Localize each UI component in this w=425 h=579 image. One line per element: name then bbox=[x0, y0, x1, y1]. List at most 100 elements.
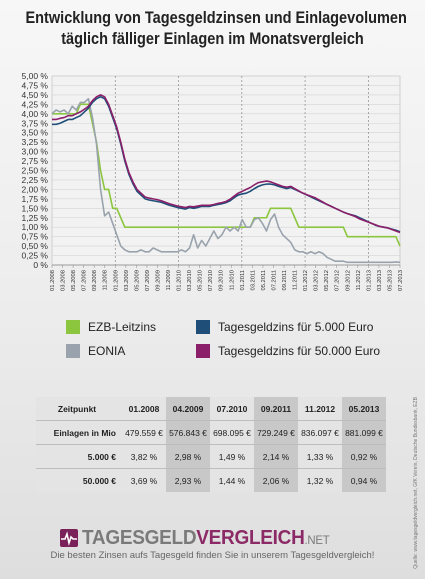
y-tick-label: 2,00 % bbox=[22, 184, 49, 194]
heartbeat-icon bbox=[60, 529, 78, 547]
legend-swatch-tagesgeld-50000 bbox=[196, 344, 210, 358]
x-tick-label: 05.2011 bbox=[261, 270, 267, 291]
table-column-header: 07.2010 bbox=[210, 397, 254, 421]
table-cell: 698.095 € bbox=[210, 420, 254, 445]
brand-logo[interactable]: TAGESGELDVERGLEICH.NET bbox=[60, 525, 360, 551]
y-tick-label: 4,50 % bbox=[22, 90, 49, 100]
brand-wordmark: TAGESGELDVERGLEICH.NET bbox=[82, 527, 330, 550]
table-column-header: 04.2009 bbox=[166, 397, 210, 421]
x-tick-label: 01.2010 bbox=[177, 270, 183, 291]
x-tick-label: 03.2008 bbox=[61, 270, 67, 291]
chart-title: Entwicklung von Tagesgeldzinsen und Einl… bbox=[26, 8, 407, 50]
y-tick-label: 1,00 % bbox=[22, 222, 49, 232]
y-tick-label: 5,00 % bbox=[22, 71, 49, 81]
x-tick-label: 03.2013 bbox=[377, 270, 383, 291]
table-cell: 2,14 % bbox=[254, 444, 298, 469]
table-cell: 2,98 % bbox=[166, 444, 210, 469]
y-tick-label: 0,50 % bbox=[22, 241, 49, 251]
y-tick-label: 1,75 % bbox=[22, 194, 49, 204]
x-tick-label: 07.2012 bbox=[335, 270, 341, 291]
x-tick-label: 05.2013 bbox=[387, 270, 393, 291]
chart-legend: EZB-Leitzins Tagesgeldzins für 5.000 Eur… bbox=[66, 318, 406, 366]
brand-wordmark-part-2: VERGLEICH bbox=[196, 527, 305, 549]
x-tick-label: 03.2011 bbox=[250, 270, 256, 291]
table-cell: 0,92 % bbox=[342, 444, 386, 469]
x-tick-label: 11.2010 bbox=[229, 270, 235, 291]
y-tick-label: 3,25 % bbox=[22, 137, 49, 147]
table-header-row: Zeitpunkt 01.2008 04.2009 07.2010 09.201… bbox=[36, 397, 386, 421]
series-line-tagesgeldzins-f-r-50-000-euro bbox=[52, 94, 401, 234]
x-tick-label: 09.2009 bbox=[155, 270, 161, 291]
y-tick-label: 3,00 % bbox=[22, 147, 49, 157]
x-tick-label: 05.2010 bbox=[198, 270, 204, 291]
table-row-label: 5.000 € bbox=[36, 444, 122, 469]
y-tick-label: 0 % bbox=[33, 260, 48, 270]
legend-swatch-ezb bbox=[66, 320, 80, 334]
table-row: 50.000 € 3,69 % 2,93 % 1,44 % 2,06 % 1,3… bbox=[36, 468, 386, 492]
y-tick-label: 1,50 % bbox=[22, 203, 49, 213]
legend-swatch-eonia bbox=[66, 344, 80, 358]
x-tick-label: 07.2010 bbox=[208, 270, 214, 291]
x-tick-label: 09.2011 bbox=[282, 270, 288, 291]
x-tick-label: 11.2012 bbox=[356, 270, 362, 291]
x-tick-label: 07.2013 bbox=[398, 270, 404, 291]
table-cell: 1,44 % bbox=[210, 468, 254, 492]
table-column-header: 05.2013 bbox=[342, 397, 386, 421]
table-header-label: Zeitpunkt bbox=[36, 397, 122, 421]
x-tick-label: 01.2009 bbox=[113, 270, 119, 291]
table-cell: 836.097 € bbox=[298, 420, 342, 445]
y-tick-label: 2,75 % bbox=[22, 156, 49, 166]
x-tick-label: 09.2008 bbox=[92, 270, 98, 291]
x-tick-label: 01.2013 bbox=[366, 270, 372, 291]
x-tick-label: 01.2011 bbox=[240, 270, 246, 291]
y-tick-label: 2,50 % bbox=[22, 166, 49, 176]
legend-swatch-tagesgeld-5000 bbox=[196, 320, 210, 334]
x-tick-label: 03.2009 bbox=[124, 270, 130, 291]
source-note: Quelle: www.tagesgeldvergleich.net, GfK … bbox=[413, 397, 419, 569]
legend-label-ezb: EZB-Leitzins bbox=[88, 320, 157, 334]
series-line-eonia bbox=[51, 97, 401, 264]
table-cell: 1,32 % bbox=[298, 468, 342, 492]
table-cell: 0,94 % bbox=[342, 468, 386, 492]
y-tick-label: 3,75 % bbox=[22, 118, 49, 128]
chart-title-line-2: täglich fälliger Einlagen im Monatsvergl… bbox=[61, 30, 364, 48]
legend-label-eonia: EONIA bbox=[88, 344, 126, 358]
x-tick-label: 07.2008 bbox=[82, 270, 88, 291]
x-tick-label: 05.2009 bbox=[134, 270, 140, 291]
table-cell: 479.559 € bbox=[122, 420, 166, 445]
y-tick-label: 1,25 % bbox=[22, 213, 49, 223]
table-cell: 881.099 € bbox=[342, 420, 386, 445]
legend-label-tagesgeld-5000: Tagesgeldzins für 5.000 Euro bbox=[218, 320, 374, 334]
table-row-label: 50.000 € bbox=[36, 468, 122, 492]
x-tick-label: 11.2009 bbox=[166, 270, 172, 291]
brand-wordmark-part-3: .NET bbox=[304, 533, 330, 547]
x-tick-label: 07.2011 bbox=[271, 270, 277, 291]
x-tick-label: 07.2009 bbox=[145, 270, 151, 291]
y-tick-label: 4,25 % bbox=[22, 99, 49, 109]
table-cell: 1,33 % bbox=[298, 444, 342, 469]
table-column-header: 09.2011 bbox=[254, 397, 298, 421]
x-tick-label: 05.2012 bbox=[324, 270, 330, 291]
table-row: Einlagen in Mio 479.559 € 576.843 € 698.… bbox=[36, 420, 386, 445]
brand-wordmark-part-1: TAGESGELD bbox=[82, 527, 197, 549]
brand-slogan: Die besten Zinsen aufs Tagesgeld finden … bbox=[50, 550, 375, 561]
x-tick-label: 01.2008 bbox=[50, 270, 56, 291]
y-tick-label: 4,00 % bbox=[22, 109, 49, 119]
table-cell: 729.249 € bbox=[254, 420, 298, 445]
table-column-header: 11.2012 bbox=[298, 397, 342, 421]
table-column-header: 01.2008 bbox=[122, 397, 166, 421]
y-tick-label: 2,25 % bbox=[22, 175, 49, 185]
y-tick-label: 3,50 % bbox=[22, 128, 49, 138]
table-row: 5.000 € 3,82 % 2,98 % 1,49 % 2,14 % 1,33… bbox=[36, 444, 386, 469]
x-tick-label: 03.2010 bbox=[187, 270, 193, 291]
table-cell: 3,69 % bbox=[122, 468, 166, 492]
x-tick-label: 11.2008 bbox=[103, 270, 109, 291]
legend-label-tagesgeld-50000: Tagesgeldzins für 50.000 Euro bbox=[218, 344, 381, 358]
x-tick-label: 09.2012 bbox=[345, 270, 351, 291]
table-cell: 1,49 % bbox=[210, 444, 254, 469]
y-tick-label: 0,75 % bbox=[22, 232, 49, 242]
x-tick-label: 03.2012 bbox=[314, 270, 320, 291]
y-tick-label: 0,25 % bbox=[22, 251, 49, 261]
data-table: Zeitpunkt 01.2008 04.2009 07.2010 09.201… bbox=[36, 397, 386, 492]
x-tick-label: 09.2010 bbox=[219, 270, 225, 291]
